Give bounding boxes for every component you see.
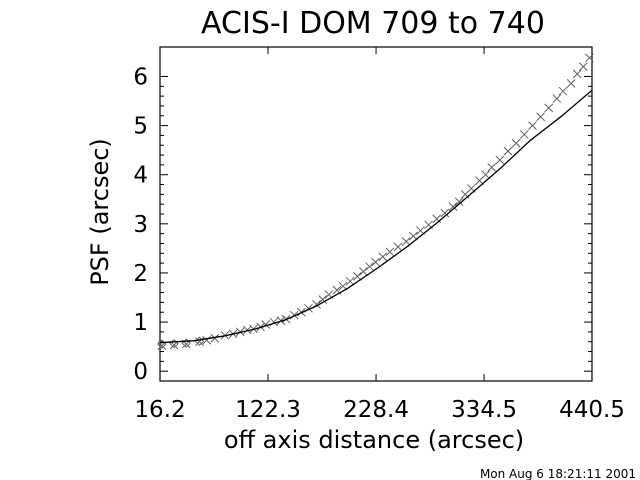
y-tick-label: 3 [133, 212, 148, 238]
x-tick-label: 122.3 [235, 397, 301, 423]
data-point-x [481, 170, 490, 180]
y-axis-label: PSF (arcsec) [86, 138, 114, 286]
data-point-x [487, 162, 497, 172]
data-point-x [365, 262, 374, 271]
data-point-x [318, 295, 328, 304]
data-point-x [519, 130, 529, 139]
fit-line [159, 89, 593, 344]
x-axis-label: off axis distance (arcsec) [224, 426, 524, 454]
data-point-x [408, 231, 418, 241]
y-tick-label: 5 [133, 114, 148, 140]
x-tick-label: 16.2 [134, 397, 185, 423]
chart-title: ACIS-I DOM 709 to 740 [201, 6, 545, 41]
y-tick-label: 1 [133, 310, 148, 336]
data-point-x [558, 86, 568, 96]
data-point-x [528, 121, 537, 130]
data-point-x [536, 112, 545, 122]
data-point-x [359, 267, 368, 276]
data-point-x [511, 138, 521, 148]
y-tick-label: 0 [133, 359, 148, 385]
data-point-x [454, 197, 464, 207]
data-point-x [544, 103, 554, 113]
data-point-x [352, 272, 362, 281]
data-point-x [371, 257, 380, 267]
timestamp: Mon Aug 6 18:21:11 2001 [480, 467, 636, 480]
data-point-x [393, 242, 403, 252]
data-point-x [345, 276, 355, 286]
data-point-x [401, 237, 411, 246]
x-axis-ticks: 16.2 122.3 228.4 334.5 440.5 [134, 47, 625, 423]
data-point-x [448, 202, 458, 211]
data-point-x [385, 247, 395, 257]
x-tick-label: 440.5 [559, 397, 625, 423]
data-point-x [578, 62, 588, 72]
data-series [157, 53, 594, 350]
data-point-x [378, 252, 388, 262]
data-point-x [566, 78, 576, 88]
data-point-x [210, 333, 220, 343]
data-point-x [503, 146, 513, 156]
data-point-x [440, 208, 450, 218]
data-point-x [585, 53, 594, 63]
data-point-x [572, 69, 582, 79]
x-tick-label: 228.4 [343, 397, 409, 423]
y-tick-label: 4 [133, 163, 148, 189]
data-point-x [202, 335, 211, 345]
y-tick-label: 6 [133, 64, 148, 90]
data-point-x [289, 310, 299, 320]
y-axis-ticks: 0 1 2 3 4 5 6 [133, 64, 592, 385]
data-point-x [495, 155, 505, 165]
y-tick-label: 2 [133, 261, 148, 287]
data-point-x [552, 94, 562, 103]
x-tick-label: 334.5 [451, 397, 517, 423]
